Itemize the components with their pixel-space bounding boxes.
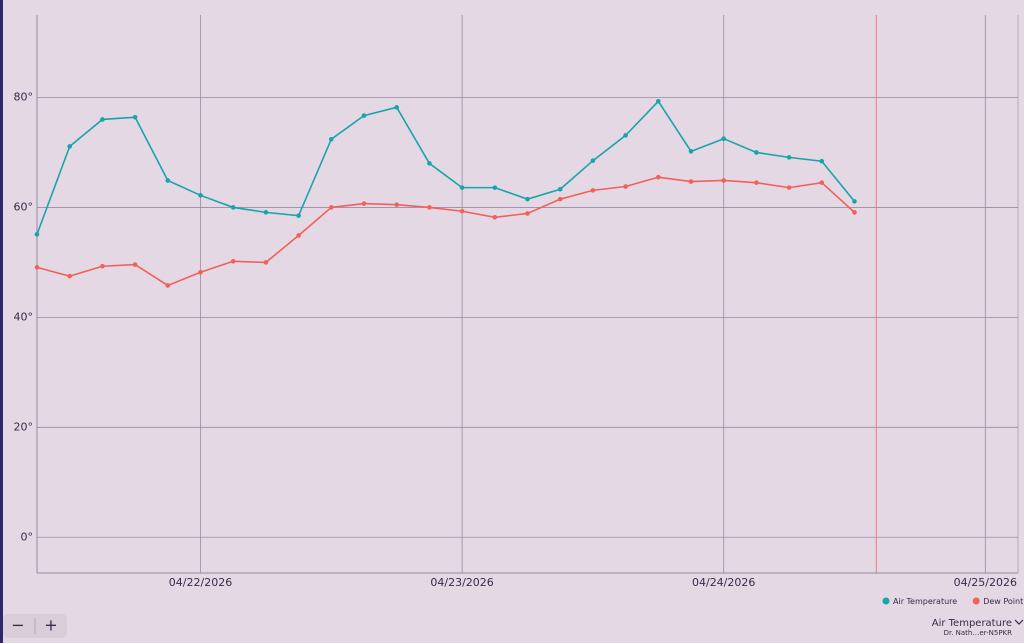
x-tick-label: 04/23/2026 <box>430 576 493 589</box>
data-point <box>394 202 400 207</box>
data-point <box>132 114 138 120</box>
data-point <box>557 196 563 202</box>
data-point <box>459 208 465 214</box>
x-tick-label: 04/24/2026 <box>692 576 755 589</box>
data-point <box>263 260 269 265</box>
data-point <box>198 193 203 198</box>
x-tick-label: 04/22/2026 <box>169 576 232 589</box>
data-point <box>230 205 236 210</box>
zoom-controls: − + <box>3 614 67 638</box>
data-point <box>721 136 726 141</box>
data-point <box>623 184 628 189</box>
data-point <box>492 215 498 220</box>
y-tick-label: 40° <box>14 310 34 323</box>
data-point <box>525 196 530 202</box>
data-point <box>623 133 628 138</box>
data-point <box>656 174 661 180</box>
data-point <box>786 155 792 160</box>
selector-subtitle: Dr. Nath…er-N5PKR <box>944 629 1013 637</box>
data-point <box>492 185 498 190</box>
y-tick-label: 60° <box>14 200 34 213</box>
data-point <box>656 99 661 104</box>
data-point <box>852 210 857 215</box>
y-tick-label: 80° <box>14 90 34 103</box>
selector-title[interactable]: Air Temperature <box>932 618 1012 629</box>
data-point <box>459 185 465 190</box>
data-point <box>688 149 694 154</box>
data-point <box>754 180 759 185</box>
y-tick-label: 20° <box>14 420 34 433</box>
data-point <box>165 178 171 183</box>
data-point <box>721 178 726 183</box>
data-point <box>819 180 825 185</box>
data-point <box>165 283 171 288</box>
data-point <box>34 232 40 237</box>
data-point <box>100 117 105 122</box>
data-point <box>329 205 334 210</box>
data-point <box>819 158 825 164</box>
chevron[interactable] <box>1014 619 1024 625</box>
data-point <box>754 150 759 155</box>
data-point <box>852 199 857 204</box>
data-point <box>230 258 236 264</box>
series-line <box>36 176 856 287</box>
data-point <box>361 113 367 118</box>
data-point <box>361 201 367 206</box>
data-point <box>296 233 301 238</box>
data-point <box>67 273 72 279</box>
data-point <box>525 211 530 216</box>
data-point <box>557 186 563 192</box>
data-point <box>786 185 792 190</box>
data-point <box>590 158 596 163</box>
data-point <box>688 179 694 184</box>
series-line <box>36 100 856 235</box>
data-point <box>132 262 138 267</box>
data-point <box>100 263 105 269</box>
data-point <box>263 210 269 215</box>
legend-label: Dew Point <box>983 597 1023 606</box>
data-point <box>67 144 72 149</box>
zoom-in[interactable]: + <box>44 616 57 635</box>
y-tick-label: 0° <box>21 530 34 543</box>
x-tick-label: 04/25/2026 <box>954 576 1017 589</box>
legend-swatch <box>882 597 890 605</box>
zoom-out[interactable]: − <box>11 616 24 635</box>
data-point <box>394 105 400 110</box>
data-point <box>427 205 432 210</box>
data-point <box>590 188 596 193</box>
data-point <box>427 161 432 166</box>
data-point <box>296 213 301 218</box>
left-edge <box>0 0 3 643</box>
data-point <box>329 136 334 142</box>
legend-swatch <box>972 597 980 605</box>
data-point <box>198 269 203 275</box>
data-point <box>34 265 40 270</box>
legend-label: Air Temperature <box>893 597 957 606</box>
